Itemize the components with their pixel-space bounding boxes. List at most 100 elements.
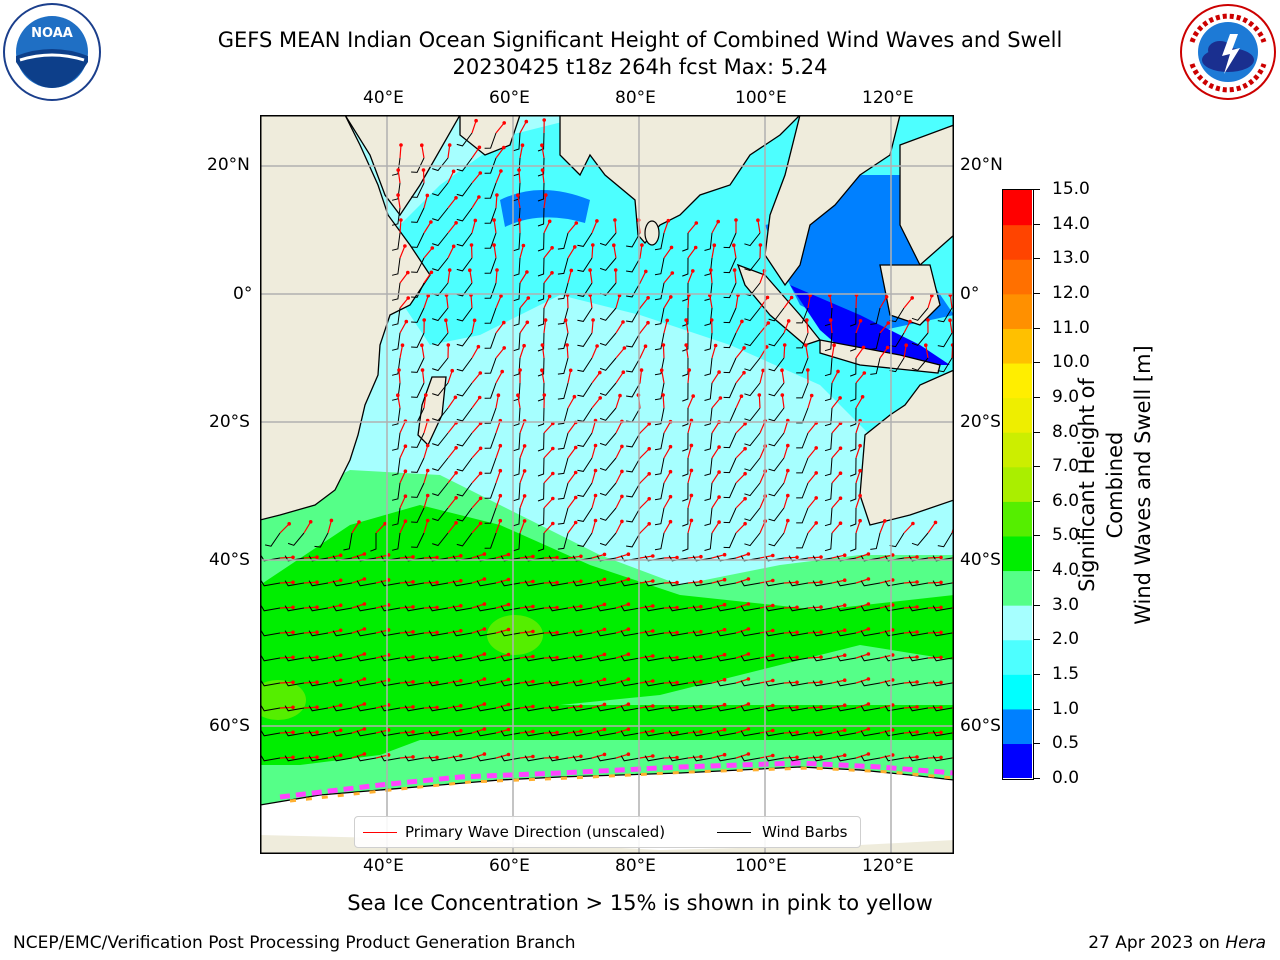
wave-direction-arrow [615, 628, 629, 634]
wind-barb [692, 705, 713, 712]
wave-direction-arrowhead [836, 369, 840, 374]
wind-barb [284, 730, 305, 737]
wave-direction-arrowhead [425, 193, 430, 198]
wind-barb [870, 532, 881, 550]
wave-direction-arrow [831, 579, 845, 584]
wave-direction-arrowhead [713, 343, 718, 348]
wind-barb [764, 680, 785, 687]
wind-barb [704, 432, 713, 451]
wind-barb [599, 257, 617, 271]
wave-direction-arrow [831, 654, 845, 659]
wind-barb [788, 705, 809, 712]
wave-direction-arrowhead [420, 368, 425, 372]
wave-direction-arrow [495, 653, 509, 659]
wave-direction-arrowhead [786, 443, 790, 448]
wind-barb [644, 580, 665, 587]
wind-barb [860, 705, 881, 712]
wave-direction-arrow [615, 371, 624, 384]
wind-barb [432, 182, 449, 197]
wave-direction-arrow [831, 522, 841, 534]
wave-direction-arrowhead [454, 446, 458, 450]
wave-direction-arrow [327, 629, 341, 634]
wind-barb [484, 532, 497, 549]
wind-barb [356, 630, 377, 637]
wind-barb [908, 580, 929, 587]
wave-direction-arrow [493, 220, 497, 234]
wave-direction-arrowhead [550, 271, 554, 275]
wind-barb [788, 730, 809, 737]
colorbar-tick-label: 15.0 [1052, 179, 1090, 199]
wave-direction-arrowhead [492, 243, 496, 247]
wind-barb [768, 382, 785, 397]
wave-direction-arrowhead [451, 169, 456, 174]
wind-barb [682, 507, 689, 527]
wave-direction-arrowhead [717, 445, 721, 449]
wind-barb [654, 357, 665, 376]
wave-direction-arrow [471, 753, 485, 759]
colorbar-segment [1003, 328, 1032, 364]
wave-direction-arrowhead [718, 396, 723, 400]
wave-direction-arrowhead [506, 702, 511, 707]
wave-direction-arrowhead [684, 343, 688, 347]
colorbar-tick-label: 14.0 [1052, 213, 1090, 234]
wave-direction-arrowhead [579, 654, 583, 659]
wave-direction-arrowhead [651, 579, 655, 583]
wind-barb [644, 705, 665, 712]
wave-direction-arrow [567, 497, 577, 509]
nws-logo [1178, 2, 1278, 102]
wind-barb [740, 630, 761, 637]
colorbar-segment [1003, 397, 1032, 433]
wave-direction-arrowhead [699, 629, 703, 634]
wave-direction-arrowhead [542, 118, 546, 122]
wave-direction-arrowhead [404, 319, 409, 324]
colorbar-segment [1003, 501, 1032, 537]
wind-barb [557, 482, 569, 500]
wave-direction-arrowhead [495, 268, 499, 272]
wind-barb [456, 307, 473, 322]
wind-barb [557, 282, 569, 300]
wind-barb [314, 532, 329, 548]
wave-direction-arrowhead [675, 555, 679, 560]
wave-direction-arrowhead [595, 219, 599, 223]
wave-direction-arrowhead [842, 603, 847, 607]
wind-barb [548, 655, 569, 662]
wave-direction-arrowhead [795, 630, 799, 635]
wave-direction-arrow [567, 472, 577, 484]
wind-barb [884, 605, 905, 612]
wind-barb [764, 730, 785, 737]
wave-direction-arrowhead [459, 629, 463, 633]
lon-label-top: 120°E [862, 88, 914, 108]
wave-direction-arrowhead [647, 522, 651, 526]
wind-barb [744, 357, 761, 372]
wind-barb [668, 555, 689, 562]
wave-direction-arrowhead [890, 753, 895, 757]
colorbar-tick-label: 6.0 [1052, 490, 1080, 511]
wind-barb [599, 232, 617, 246]
wave-direction-arrow [663, 496, 672, 509]
wind-barb [524, 755, 545, 762]
wind-barb [308, 555, 329, 562]
wind-barb [764, 630, 785, 637]
wave-direction-arrowhead [885, 345, 890, 350]
wave-direction-arrowhead [338, 678, 343, 683]
wave-direction-arrow [422, 169, 425, 184]
wave-direction-arrowhead [651, 729, 655, 733]
wave-direction-arrowhead [602, 602, 607, 607]
wave-direction-arrowhead [640, 243, 644, 247]
wind-barb [332, 755, 353, 762]
wave-direction-arrowhead [746, 602, 751, 606]
wave-direction-arrowhead [506, 577, 511, 582]
wind-barb [860, 630, 881, 637]
wave-direction-arrow [519, 121, 527, 134]
wind-barb [524, 655, 545, 662]
wind-barb [524, 580, 545, 587]
wind-barb [788, 755, 809, 762]
wave-direction-arrowhead [838, 446, 843, 451]
wave-direction-arrow [495, 371, 503, 384]
wind-barb [404, 730, 425, 737]
wave-direction-arrowhead [915, 580, 919, 584]
wave-direction-arrowhead [524, 119, 529, 124]
wave-direction-arrowhead [858, 468, 862, 473]
wind-barb [744, 457, 761, 472]
wave-direction-arrowhead [459, 654, 463, 658]
